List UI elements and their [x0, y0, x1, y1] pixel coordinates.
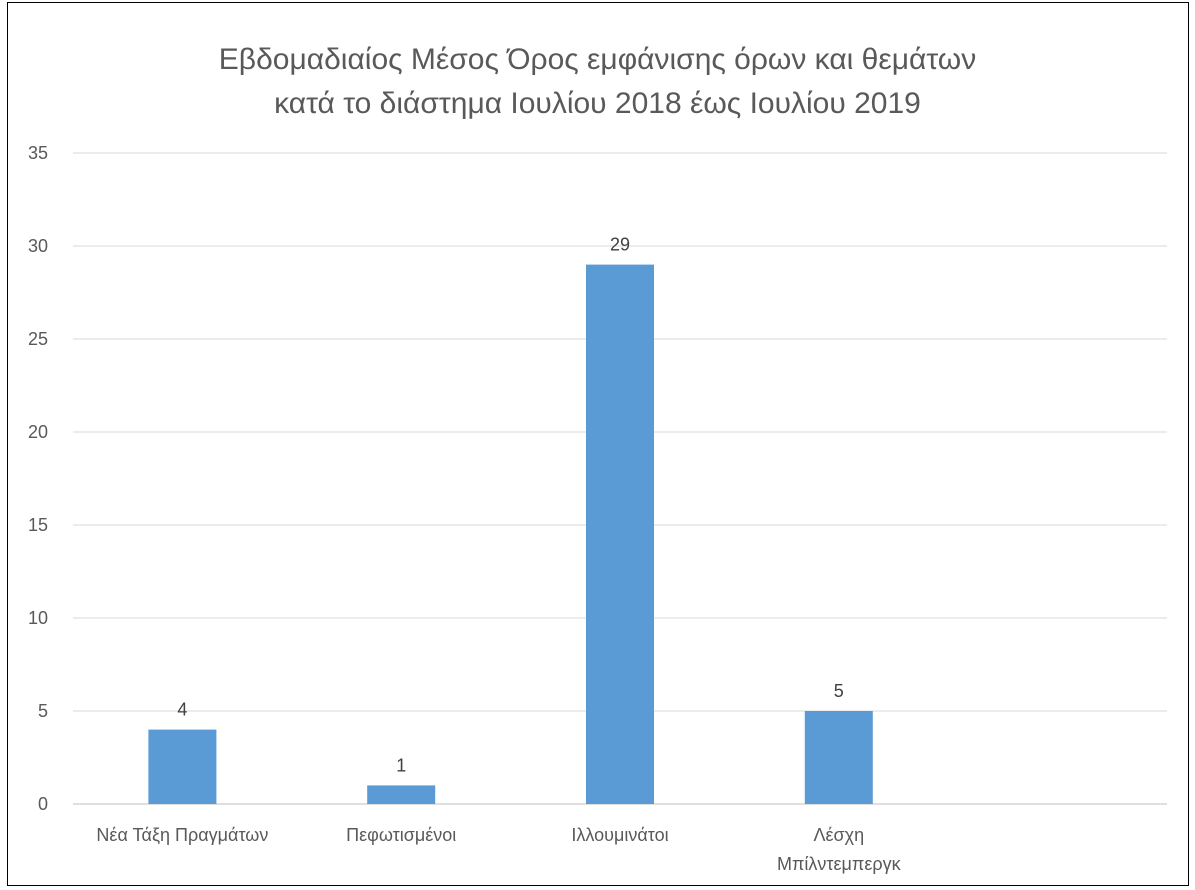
bar: [586, 264, 654, 805]
x-category-label: Μπίλντεμπεργκ: [777, 854, 902, 874]
data-label: 5: [834, 681, 844, 701]
y-tick-label: 15: [28, 515, 48, 535]
bar: [804, 711, 873, 804]
x-category-label: Πεφωτισμένοι: [346, 825, 456, 845]
y-tick-label: 0: [38, 794, 48, 814]
bar: [148, 729, 217, 804]
y-tick-label: 10: [28, 608, 48, 628]
data-label: 1: [396, 755, 406, 775]
chart-title-line-1: Εβδομαδιαίος Μέσος Όρος εμφάνισης όρων κ…: [218, 43, 977, 76]
y-tick-label: 20: [28, 422, 48, 442]
y-tick-label: 25: [28, 329, 48, 349]
y-tick-label: 5: [38, 701, 48, 721]
data-label: 4: [177, 700, 187, 720]
x-category-label: Ιλλουμινάτοι: [571, 825, 668, 845]
bar: [367, 785, 436, 804]
y-tick-label: 30: [28, 236, 48, 256]
data-label: 29: [610, 235, 630, 255]
chart-title-line-2: κατά το διάστημα Ιουλίου 2018 έως Ιουλίο…: [274, 87, 921, 120]
y-tick-label: 35: [28, 143, 48, 163]
x-category-label: Νέα Τάξη Πραγμάτων: [96, 825, 268, 845]
x-category-label: Λέσχη: [813, 825, 864, 845]
